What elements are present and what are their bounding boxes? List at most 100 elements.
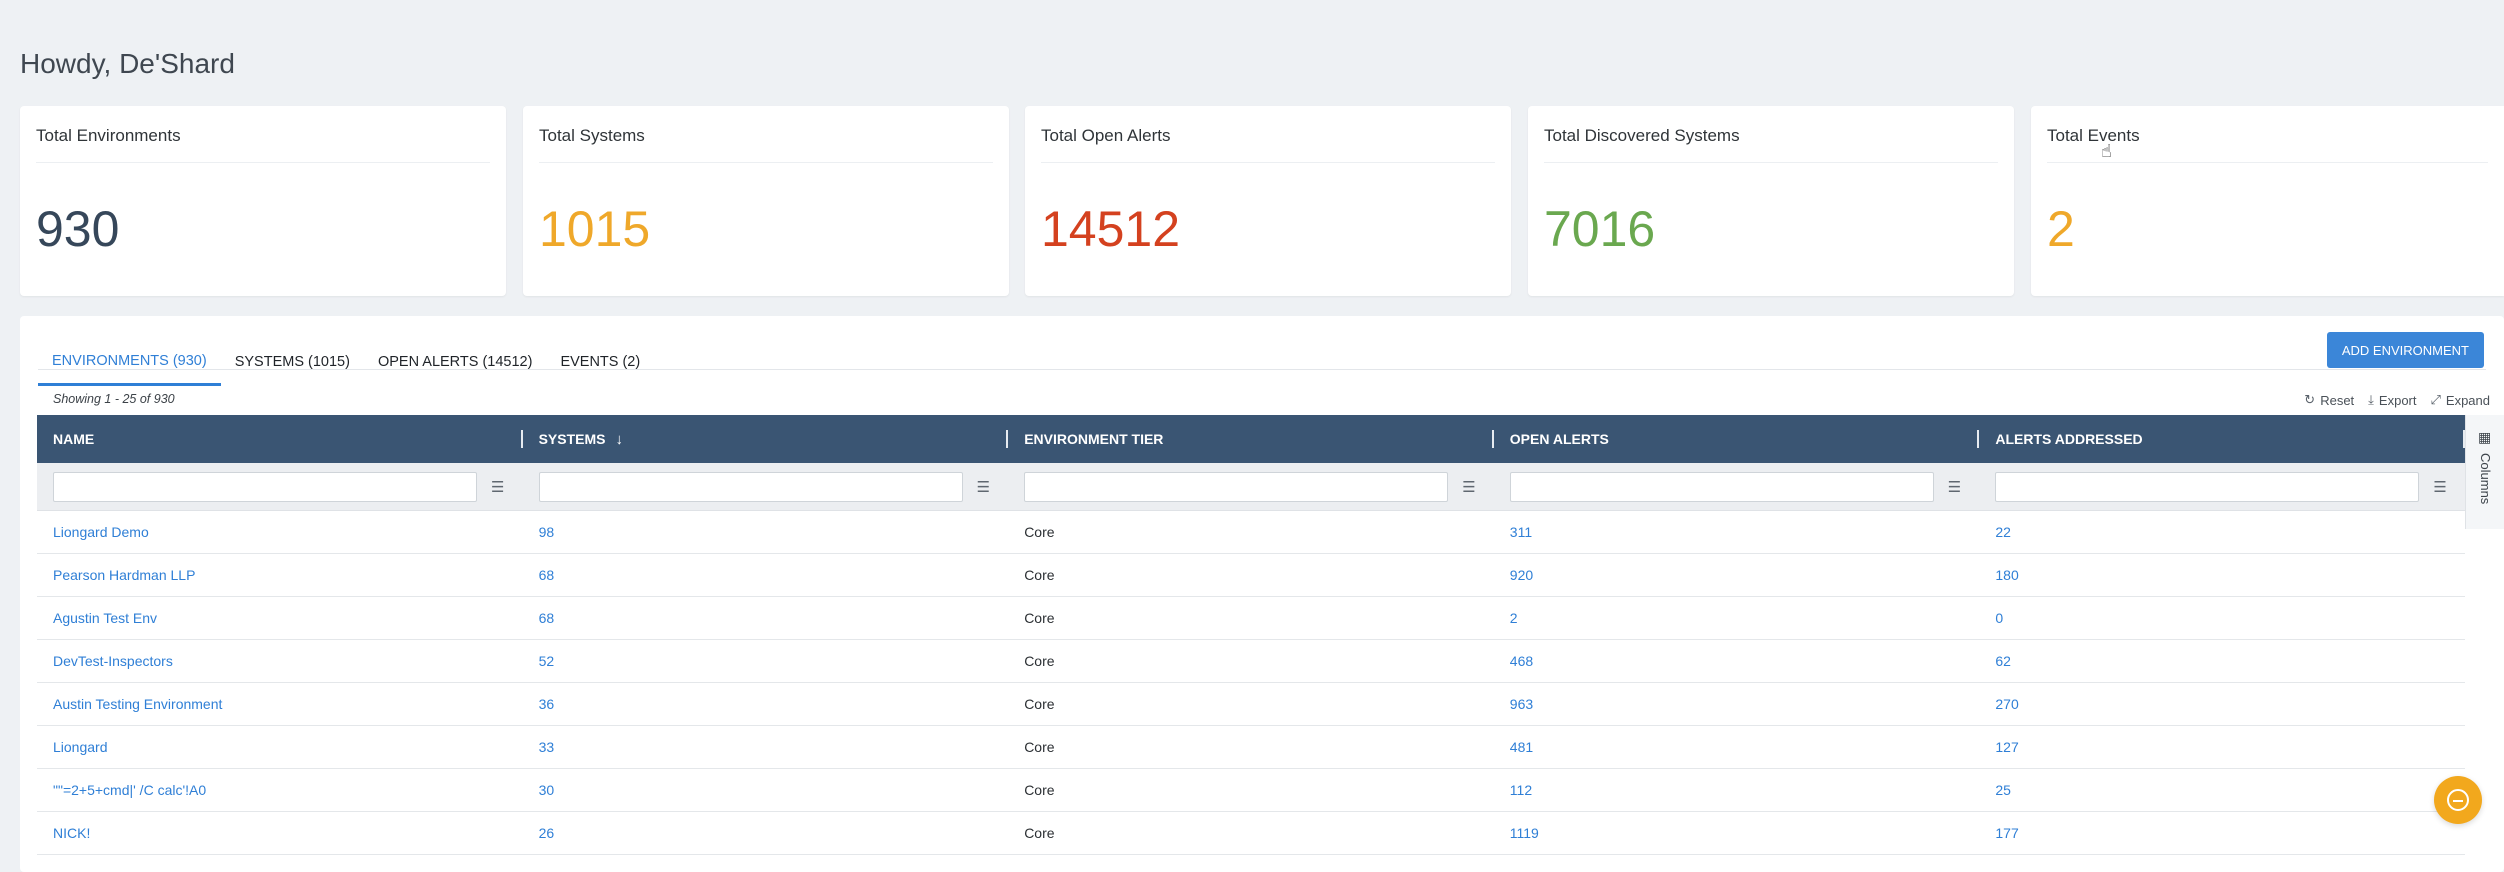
systems-count-link[interactable]: 98 xyxy=(538,524,555,540)
alerts-addressed-link[interactable]: 22 xyxy=(1995,524,2011,540)
column-header-environment-tier[interactable]: ENVIRONMENT TIER xyxy=(1008,415,1494,463)
open-alerts-filter-input[interactable] xyxy=(1509,471,1934,502)
expand-label: Expand xyxy=(2445,392,2490,408)
environment-tier-cell: Core xyxy=(1024,739,1055,755)
table-row: NICK! 26 Core 1119 177 xyxy=(37,812,2465,855)
environment-tier-cell: Core xyxy=(1024,782,1055,798)
filter-icon[interactable]: ☰ xyxy=(2433,478,2447,496)
tab-events[interactable]: EVENTS (2) xyxy=(560,354,641,370)
stat-card-total-systems[interactable]: Total Systems 1015 xyxy=(523,106,1009,296)
table-row: DevTest-Inspectors 52 Core 468 62 xyxy=(37,640,2465,683)
grid-toolbar: ↻ Reset ⤓ Export ⤢ Expand xyxy=(2304,392,2490,408)
systems-count-link[interactable]: 36 xyxy=(538,696,555,712)
systems-count-link[interactable]: 30 xyxy=(538,782,555,798)
tabs-divider xyxy=(38,369,2486,370)
tab-systems[interactable]: SYSTEMS (1015) xyxy=(234,354,350,370)
alerts-addressed-link[interactable]: 127 xyxy=(1995,739,2019,755)
tab-bar: ENVIRONMENTS (930) SYSTEMS (1015) OPEN A… xyxy=(38,338,654,386)
column-resize-handle[interactable] xyxy=(1491,430,1494,448)
alerts-addressed-link[interactable]: 62 xyxy=(1995,653,2011,669)
hand-cursor-icon: ☝ xyxy=(2101,141,2112,161)
stat-value: 930 xyxy=(36,201,120,257)
column-header-systems[interactable]: SYSTEMS ↓ xyxy=(523,415,1009,463)
environment-tier-cell: Core xyxy=(1024,567,1055,583)
environment-name-link[interactable]: DevTest-Inspectors xyxy=(53,653,173,669)
filter-icon[interactable]: ☰ xyxy=(1462,478,1476,496)
stat-card-total-discovered-systems[interactable]: Total Discovered Systems 7016 xyxy=(1528,106,2014,296)
reset-label: Reset xyxy=(2320,392,2355,408)
open-alerts-link[interactable]: 920 xyxy=(1509,567,1534,583)
filter-icon[interactable]: ☰ xyxy=(976,478,991,496)
open-alerts-link[interactable]: 1119 xyxy=(1509,825,1539,841)
alerts-addressed-filter-input[interactable] xyxy=(1995,471,2420,502)
environment-name-link[interactable]: Austin Testing Environment xyxy=(53,696,223,712)
stat-title: Total Systems xyxy=(539,126,993,163)
stat-value: 2 xyxy=(2047,201,2075,257)
column-resize-handle[interactable] xyxy=(1977,430,1980,448)
column-header-alerts-addressed[interactable]: ALERTS ADDRESSED xyxy=(1979,415,2465,463)
alerts-addressed-link[interactable]: 25 xyxy=(1995,782,2011,798)
columns-panel-toggle[interactable]: ▦ Columns xyxy=(2465,415,2504,529)
column-resize-handle[interactable] xyxy=(2462,430,2465,448)
stat-value: 7016 xyxy=(1544,201,1656,257)
environment-name-link[interactable]: Pearson Hardman LLP xyxy=(53,567,196,583)
open-alerts-link[interactable]: 311 xyxy=(1509,524,1533,540)
columns-label: Columns xyxy=(2478,453,2493,505)
open-alerts-link[interactable]: 963 xyxy=(1509,696,1534,712)
tab-environments[interactable]: ENVIRONMENTS (930) xyxy=(38,338,221,386)
export-button[interactable]: ⤓ Export xyxy=(2368,392,2416,408)
export-label: Export xyxy=(2378,392,2417,408)
stat-title: Total Environments xyxy=(36,126,490,163)
table-row: Liongard Demo 98 Core 311 22 xyxy=(37,511,2465,554)
table-row: Austin Testing Environment 36 Core 963 2… xyxy=(37,683,2465,726)
filter-cell-open-alerts: ☰ xyxy=(1494,463,1980,510)
alerts-addressed-link[interactable]: 0 xyxy=(1995,610,2004,626)
stat-title: Total Open Alerts xyxy=(1041,126,1495,163)
name-filter-input[interactable] xyxy=(53,471,477,502)
systems-count-link[interactable]: 68 xyxy=(538,610,555,626)
environment-name-link[interactable]: Liongard xyxy=(53,739,108,755)
environment-name-link[interactable]: ""=2+5+cmd|' /C calc'!A0 xyxy=(53,782,207,798)
reset-button[interactable]: ↻ Reset xyxy=(2304,392,2354,408)
chat-support-button[interactable] xyxy=(2434,776,2482,824)
environment-name-link[interactable]: NICK! xyxy=(53,825,91,841)
alerts-addressed-link[interactable]: 180 xyxy=(1995,567,2019,583)
environment-name-link[interactable]: Liongard Demo xyxy=(53,524,149,540)
systems-count-link[interactable]: 52 xyxy=(538,653,555,669)
alerts-addressed-link[interactable]: 177 xyxy=(1995,825,2019,841)
tab-open-alerts[interactable]: OPEN ALERTS (14512) xyxy=(377,354,533,370)
column-header-name[interactable]: NAME xyxy=(37,415,523,463)
column-header-label: ALERTS ADDRESSED xyxy=(1995,431,2143,447)
systems-count-link[interactable]: 33 xyxy=(538,739,555,755)
table-row: Liongard 33 Core 481 127 xyxy=(37,726,2465,769)
column-resize-handle[interactable] xyxy=(520,430,523,448)
column-header-label: OPEN ALERTS xyxy=(1509,431,1609,447)
environment-tier-filter-input[interactable] xyxy=(1024,471,1449,502)
filter-icon[interactable]: ☰ xyxy=(491,478,505,496)
environment-tier-cell: Core xyxy=(1024,825,1055,841)
download-icon: ⤓ xyxy=(2368,392,2374,407)
stat-card-total-environments[interactable]: Total Environments 930 xyxy=(20,106,506,296)
table-row: Pearson Hardman LLP 68 Core 920 180 xyxy=(37,554,2465,597)
open-alerts-link[interactable]: 481 xyxy=(1509,739,1534,755)
systems-count-link[interactable]: 68 xyxy=(538,567,555,583)
open-alerts-link[interactable]: 468 xyxy=(1509,653,1534,669)
filter-cell-name: ☰ xyxy=(37,463,523,510)
open-alerts-link[interactable]: 2 xyxy=(1509,610,1518,626)
column-header-label: SYSTEMS xyxy=(538,431,606,447)
greeting: Howdy, De'Shard xyxy=(20,48,235,79)
expand-button[interactable]: ⤢ Expand xyxy=(2431,392,2491,408)
column-resize-handle[interactable] xyxy=(1006,430,1009,448)
stat-card-total-open-alerts[interactable]: Total Open Alerts 14512 xyxy=(1025,106,1511,296)
systems-count-link[interactable]: 26 xyxy=(538,825,555,841)
alerts-addressed-link[interactable]: 270 xyxy=(1995,696,2019,712)
systems-filter-input[interactable] xyxy=(538,471,963,502)
stat-card-total-events[interactable]: Total Events 2 xyxy=(2031,106,2504,296)
add-environment-button[interactable]: ADD ENVIRONMENT xyxy=(2326,332,2484,368)
column-header-open-alerts[interactable]: OPEN ALERTS xyxy=(1494,415,1980,463)
open-alerts-link[interactable]: 112 xyxy=(1509,782,1533,798)
filter-cell-alerts-addressed: ☰ xyxy=(1979,463,2465,510)
filter-icon[interactable]: ☰ xyxy=(1947,478,1962,496)
environments-table: NAME SYSTEMS ↓ ENVIRONMENT TIER OPEN ALE… xyxy=(37,415,2465,872)
environment-name-link[interactable]: Agustin Test Env xyxy=(53,610,158,626)
